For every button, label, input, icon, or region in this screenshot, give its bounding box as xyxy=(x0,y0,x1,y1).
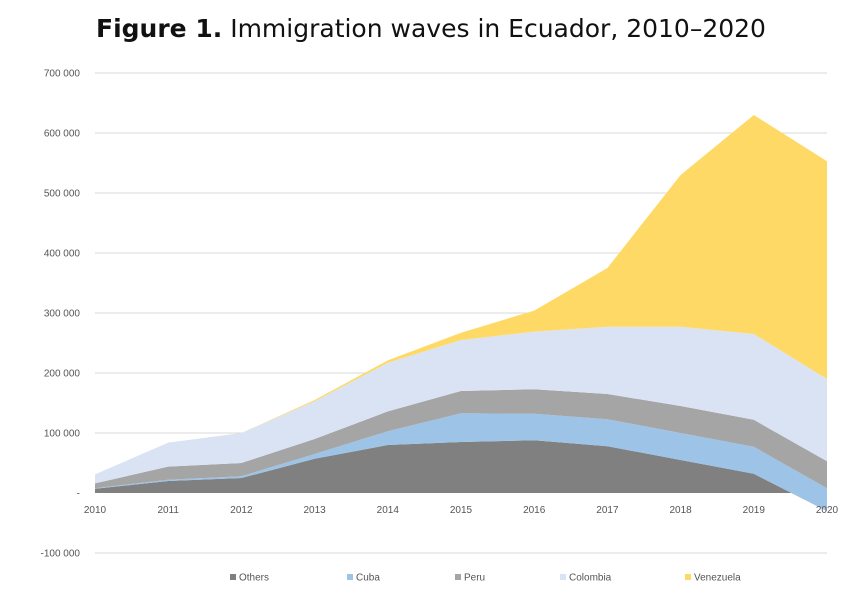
y-tick-label: 500 000 xyxy=(44,189,81,200)
x-tick-label: 2011 xyxy=(157,505,179,516)
x-tick-label: 2012 xyxy=(230,505,253,516)
x-tick-label: 2016 xyxy=(523,505,546,516)
x-tick-label: 2010 xyxy=(84,505,107,516)
legend-item-cuba: Cuba xyxy=(347,573,380,584)
legend-item-others: Others xyxy=(230,573,269,584)
area-series-group xyxy=(95,115,827,511)
x-tick-label: 2013 xyxy=(303,505,326,516)
legend-label: Cuba xyxy=(356,573,380,584)
x-tick-label: 2020 xyxy=(816,505,839,516)
y-tick-label: -100 000 xyxy=(41,549,81,560)
legend-label: Venezuela xyxy=(694,573,741,584)
y-tick-label: 100 000 xyxy=(44,429,81,440)
x-tick-label: 2019 xyxy=(743,505,766,516)
chart-title-prefix: Figure 1. xyxy=(96,14,223,43)
area-cuba xyxy=(95,413,827,511)
legend-swatch xyxy=(455,574,461,580)
x-axis: 2010 2011 2012 2013 2014 2015 2016 2017 2018 2019… xyxy=(84,505,839,516)
area-others xyxy=(95,440,827,511)
y-tick-label: 300 000 xyxy=(44,309,81,320)
legend-item-colombia: Colombia xyxy=(560,573,612,584)
legend-swatch xyxy=(347,574,353,580)
y-tick-label: 700 000 xyxy=(44,69,81,80)
legend-item-peru: Peru xyxy=(455,573,485,584)
area-venezuela xyxy=(95,115,827,475)
x-tick-label: 2018 xyxy=(669,505,692,516)
legend-item-venezuela: Venezuela xyxy=(685,573,741,584)
legend: Others Cuba Peru Colombia Venezuela xyxy=(230,573,741,584)
legend-swatch xyxy=(560,574,566,580)
legend-swatch xyxy=(685,574,691,580)
legend-swatch xyxy=(230,574,236,580)
legend-label: Peru xyxy=(464,573,485,584)
x-tick-label: 2014 xyxy=(377,505,400,516)
area-colombia xyxy=(95,326,827,484)
chart-title-text: Immigration waves in Ecuador, 2010–2020 xyxy=(222,14,766,43)
area-peru xyxy=(95,389,827,489)
y-tick-label: - xyxy=(77,489,80,500)
x-tick-label: 2015 xyxy=(450,505,473,516)
x-tick-label: 2017 xyxy=(596,505,619,516)
y-tick-label: 600 000 xyxy=(44,129,81,140)
legend-label: Others xyxy=(239,573,269,584)
y-tick-label: 200 000 xyxy=(44,369,81,380)
y-tick-label: 400 000 xyxy=(44,249,81,260)
chart-title: Figure 1. Immigration waves in Ecuador, … xyxy=(0,14,862,43)
legend-label: Colombia xyxy=(569,573,612,584)
